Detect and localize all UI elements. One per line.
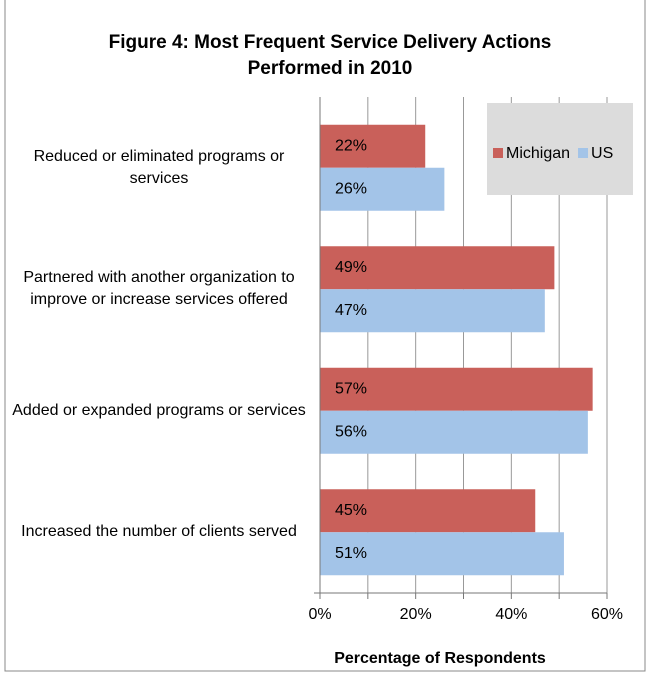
value-label: 56% — [335, 423, 367, 440]
chart-title: Figure 4: Most Frequent Service Delivery… — [108, 32, 552, 79]
frame — [4, 0, 646, 672]
y-tick-label: Added or expanded programs or services — [12, 401, 306, 419]
bar — [320, 489, 536, 533]
value-label: 45% — [335, 502, 367, 519]
x-tick-label: 0% — [308, 606, 331, 623]
x-tick-label: 40% — [495, 606, 527, 623]
y-tick-label: Increased the number of clients served — [21, 523, 297, 541]
value-label: 51% — [335, 545, 367, 562]
value-label: 26% — [335, 180, 367, 197]
bar — [320, 367, 593, 411]
value-label: 22% — [335, 137, 367, 154]
value-label: 49% — [335, 259, 367, 276]
bar — [320, 246, 555, 290]
legend-swatch — [493, 148, 503, 158]
legend-box — [487, 103, 633, 195]
bar — [320, 167, 445, 211]
bar — [320, 410, 588, 454]
legend-label: Michigan — [506, 145, 570, 162]
value-label: 57% — [335, 380, 367, 397]
legend-label: US — [591, 145, 613, 162]
legend-swatch — [578, 148, 589, 158]
y-tick-label: Partnered with another organization to i… — [23, 269, 295, 309]
bar — [320, 532, 564, 576]
bar — [320, 124, 426, 168]
x-axis-label: Percentage of Respondents — [334, 650, 546, 667]
x-tick-label: 60% — [591, 606, 623, 623]
x-tick-label: 20% — [400, 606, 432, 623]
bar — [320, 289, 545, 333]
value-label: 47% — [335, 302, 367, 319]
y-tick-label: Reduced or eliminated programs or servic… — [33, 147, 285, 187]
